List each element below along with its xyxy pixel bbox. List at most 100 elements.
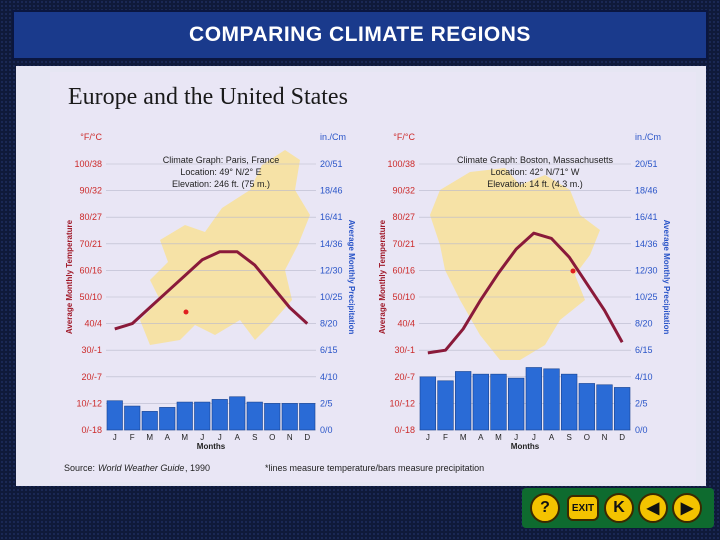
month-label: N	[602, 433, 608, 442]
month-label: D	[304, 433, 310, 442]
month-label: M	[146, 433, 153, 442]
left-tick-label: 10/-12	[389, 398, 415, 408]
precipitation-bar	[490, 373, 507, 431]
precipitation-bar	[578, 383, 595, 431]
right-axis-title: Average Monthly Precipitation	[347, 220, 356, 335]
precipitation-bar	[596, 384, 613, 431]
left-tick-label: 80/27	[392, 212, 415, 222]
month-label: S	[252, 433, 257, 442]
precipitation-bar	[141, 411, 158, 431]
month-label: J	[426, 433, 430, 442]
slide-title: COMPARING CLIMATE REGIONS	[189, 23, 531, 46]
arrow-left-icon: ◀	[646, 500, 660, 517]
previous-button[interactable]: ◀	[638, 493, 668, 523]
right-tick-label: 10/25	[320, 292, 343, 302]
left-tick-label: 80/27	[79, 212, 102, 222]
month-label: D	[619, 433, 625, 442]
left-tick-label: 0/-18	[394, 425, 415, 435]
precipitation-bar	[176, 401, 193, 431]
precipitation-bar	[246, 401, 263, 431]
city-marker	[183, 309, 189, 315]
first-slide-button[interactable]: K	[604, 493, 634, 523]
left-axis-title: Average Monthly Temperature	[65, 219, 74, 334]
left-tick-label: 50/10	[79, 292, 102, 302]
boston-climate-chart: 0/-18 10/-12 20/-7 30/-1 40/4 50/10 60/16 70/21…	[378, 132, 671, 451]
right-tick-label: 12/30	[320, 265, 343, 275]
title-bar: COMPARING CLIMATE REGIONS	[12, 10, 708, 60]
chart-heading: Europe and the United States	[68, 84, 348, 110]
left-tick-label: 90/32	[79, 186, 102, 196]
source-label: Source:	[64, 463, 95, 473]
right-tick-label: 12/30	[635, 265, 658, 275]
precipitation-bar	[124, 405, 141, 431]
left-tick-label: 20/-7	[394, 372, 415, 382]
left-tick-label: 30/-1	[394, 345, 415, 355]
location-text: Location: 42° N/71° W	[491, 167, 580, 177]
right-unit-label: in./Cm	[635, 132, 661, 142]
month-label: M	[460, 433, 467, 442]
right-tick-label: 20/51	[635, 159, 658, 169]
right-tick-label: 2/5	[320, 398, 333, 408]
precipitation-bar	[299, 403, 316, 431]
legend-note: *lines measure temperature/bars measure …	[265, 463, 484, 473]
precipitation-bar	[525, 367, 542, 431]
left-tick-label: 40/4	[84, 319, 102, 329]
right-tick-label: 14/36	[635, 239, 658, 249]
precipitation-bar	[543, 368, 560, 431]
left-tick-label: 70/21	[79, 239, 102, 249]
right-tick-label: 8/20	[635, 319, 653, 329]
month-label: J	[218, 433, 222, 442]
month-label: M	[181, 433, 188, 442]
location-text: Location: 49° N/2° E	[180, 167, 261, 177]
month-label: J	[200, 433, 204, 442]
left-tick-label: 30/-1	[81, 345, 102, 355]
left-tick-label: 50/10	[392, 292, 415, 302]
month-label: J	[514, 433, 518, 442]
precipitation-bar	[106, 400, 123, 431]
right-tick-label: 8/20	[320, 319, 338, 329]
month-label: J	[532, 433, 536, 442]
month-label: J	[113, 433, 117, 442]
right-tick-label: 18/46	[635, 186, 658, 196]
help-button[interactable]: ?	[530, 493, 560, 523]
month-label: O	[269, 433, 275, 442]
exit-label: EXIT	[571, 502, 595, 514]
month-label: A	[549, 433, 555, 442]
month-label: O	[584, 433, 590, 442]
left-unit-label: °F/°C	[80, 132, 102, 142]
right-tick-label: 0/0	[320, 425, 333, 435]
left-unit-label: °F/°C	[393, 132, 415, 142]
left-tick-label: 70/21	[392, 239, 415, 249]
precipitation-bar	[614, 387, 631, 431]
precipitation-bar	[508, 377, 525, 431]
right-tick-label: 6/15	[635, 345, 653, 355]
month-label: N	[287, 433, 293, 442]
x-axis-label: Months	[197, 442, 226, 451]
right-tick-label: 14/36	[320, 239, 343, 249]
source-year: , 1990	[185, 463, 210, 473]
month-label: F	[443, 433, 448, 442]
left-tick-label: 90/32	[392, 186, 415, 196]
left-tick-label: 40/4	[397, 319, 415, 329]
right-tick-label: 6/15	[320, 345, 338, 355]
left-tick-label: 10/-12	[76, 398, 102, 408]
city-marker	[570, 268, 576, 274]
temperature-line	[427, 231, 624, 355]
exit-button[interactable]: EXIT	[567, 495, 599, 521]
right-tick-label: 16/41	[635, 212, 658, 222]
right-tick-label: 0/0	[635, 425, 648, 435]
left-tick-label: 0/-18	[81, 425, 102, 435]
right-unit-label: in./Cm	[320, 132, 346, 142]
month-label: A	[235, 433, 241, 442]
chart-title: Climate Graph: Paris, France	[163, 155, 280, 165]
europe-map-shape	[140, 150, 310, 345]
help-icon: ?	[540, 499, 550, 516]
x-axis-label: Months	[511, 442, 540, 451]
right-tick-label: 2/5	[635, 398, 648, 408]
right-tick-label: 10/25	[635, 292, 658, 302]
precipitation-bar	[211, 399, 228, 431]
next-button[interactable]: ▶	[672, 493, 702, 523]
right-tick-label: 18/46	[320, 186, 343, 196]
chart-title: Climate Graph: Boston, Massachusetts	[457, 155, 614, 165]
month-label: F	[130, 433, 135, 442]
